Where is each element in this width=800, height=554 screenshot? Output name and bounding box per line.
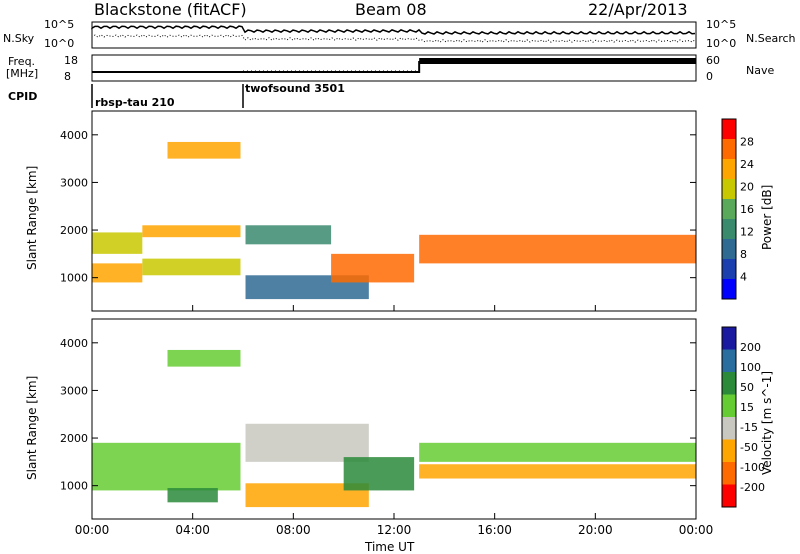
cpid-program-1: rbsp-tau 210 [95,96,175,109]
power-band-7 [331,253,415,283]
xtick-label-3: 12:00 [377,523,412,537]
velocity-colorbar-cell-7 [722,484,736,507]
power-ytick-label-2: 3000 [60,176,88,189]
velocity-colorbar-cell-6 [722,462,736,485]
noise-left-tick-hi: 10^5 [44,18,75,31]
velocity-band-7 [419,464,696,479]
noise-search-label: N.Search [746,32,796,45]
power-colorbar-tick-6: 28 [740,136,754,149]
velocity-colorbar-tick-3: 15 [740,401,754,414]
power-colorbar-tick-5: 24 [740,158,754,171]
velocity-band-5 [343,457,415,491]
nave-tick-hi: 60 [706,54,720,67]
power-colorbar-cell-2 [722,159,736,179]
xtick-label-1: 04:00 [175,523,210,537]
velocity-colorbar-tick-7: -200 [740,481,765,494]
velocity-colorbar-frame [721,326,737,508]
velocity-colorbar-tick-2: 50 [740,381,754,394]
velocity-band-1 [167,349,241,367]
freq-tick-lo: 8 [64,70,71,83]
velocity-ytick-label-0: 1000 [60,480,88,493]
noise-search-trace [91,34,696,43]
power-colorbar-cell-4 [722,199,736,219]
freq-label: Freq. [8,55,36,68]
noise-right-tick-hi: 10^5 [706,18,737,31]
xtick-label-6: 00:00 [679,523,714,537]
date-title: 22/Apr/2013 [588,0,688,19]
time-xlabel: Time UT [365,540,415,554]
power-colorbar-cell-7 [722,259,736,279]
nave-trace-late [419,58,696,64]
velocity-colorbar-tick-0: 200 [740,341,761,354]
cpid-label: CPID [8,90,38,103]
velocity-colorbar-cell-4 [722,417,736,440]
power-band-4 [167,141,241,159]
velocity-colorbar-tick-1: 100 [740,361,761,374]
velocity-colorbar-cell-3 [722,394,736,417]
power-colorbar-tick-4: 20 [740,181,754,194]
power-colorbar-cell-5 [722,219,736,239]
power-colorbar-tick-2: 12 [740,226,754,239]
velocity-band-0 [92,442,241,491]
nave-tick-lo: 0 [706,70,713,83]
noise-right-tick-lo: 10^0 [706,37,737,50]
noise-panel-frame [91,21,697,49]
power-band-1 [92,232,143,254]
power-colorbar-cell-1 [722,139,736,159]
beam-title: Beam 08 [355,0,427,19]
xtick-label-2: 08:00 [276,523,311,537]
velocity-band-4 [245,423,369,462]
cpid-program-2: twofsound 3501 [245,82,345,95]
noise-sky-label: N.Sky [3,32,35,45]
power-band-6 [245,225,332,245]
power-band-2 [142,258,241,276]
velocity-colorbar-cell-0 [722,327,736,350]
power-colorbar-tick-3: 16 [740,203,754,216]
xtick-label-5: 20:00 [578,523,613,537]
noise-left-tick-lo: 10^0 [44,37,75,50]
power-band-8 [419,234,696,264]
power-colorbar-cell-3 [722,179,736,199]
velocity-band-3 [245,483,369,508]
power-ytick-label-3: 4000 [60,129,88,142]
velocity-colorbar-cell-2 [722,372,736,395]
power-band-3 [142,225,241,238]
velocity-colorbar-cell-5 [722,439,736,462]
velocity-ytick-label-3: 4000 [60,337,88,350]
freq-panel-frame [91,54,697,82]
xtick-label-0: 00:00 [75,523,110,537]
power-ytick-label-1: 2000 [60,224,88,237]
velocity-ytick-label-2: 3000 [60,384,88,397]
velocity-colorbar-tick-4: -15 [740,421,758,434]
noise-sky-trace [91,25,696,35]
power-ytick-label-0: 1000 [60,272,88,285]
velocity-colorbar-tick-5: -50 [740,441,758,454]
power-colorbar-cell-8 [722,279,736,299]
freq-unit-label: [MHz] [6,67,39,80]
velocity-colorbar-cell-1 [722,349,736,372]
power-colorbar-tick-1: 8 [740,248,747,261]
nave-label: Nave [746,64,775,77]
power-colorbar-tick-0: 4 [740,271,747,284]
power-colorbar-cell-0 [722,119,736,139]
power-colorbar-cell-6 [722,239,736,259]
power-band-0 [92,263,143,283]
velocity-ytick-label-1: 2000 [60,432,88,445]
velocity-colorbar-tick-6: -100 [740,461,765,474]
power-colorbar-frame [721,118,737,300]
freq-tick-hi: 18 [64,54,78,67]
velocity-band-6 [419,442,696,462]
xtick-label-4: 16:00 [477,523,512,537]
velocity-band-2 [167,488,218,503]
station-title: Blackstone (fitACF) [94,0,247,19]
